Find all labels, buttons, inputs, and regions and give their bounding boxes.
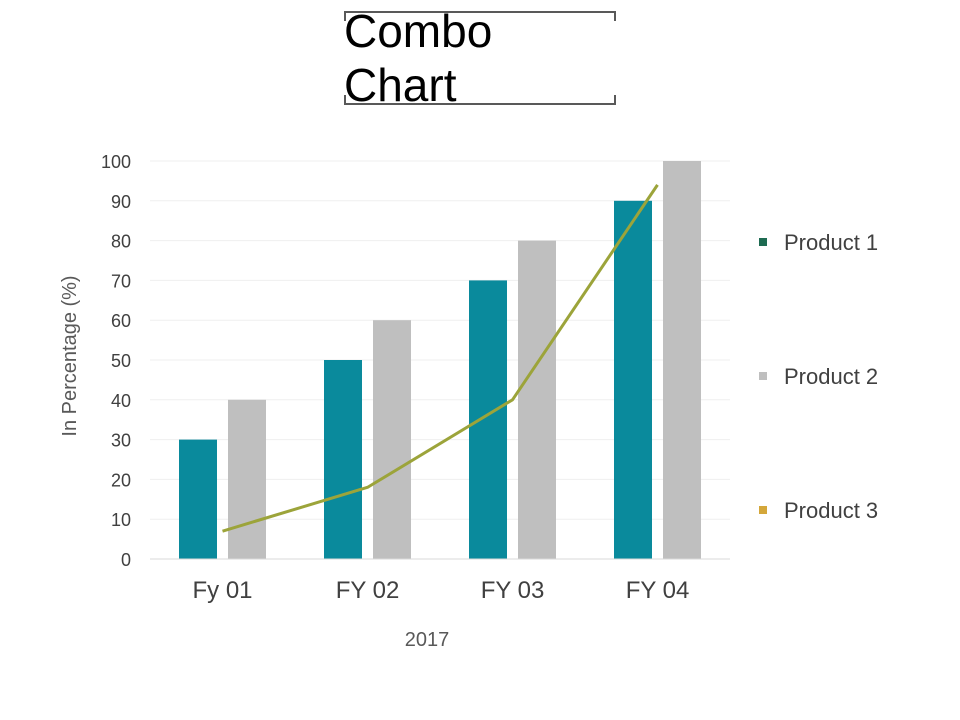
y-tick-label: 80 — [111, 232, 131, 252]
y-axis-label: In Percentage (%) — [59, 275, 81, 436]
y-tick-label: 70 — [111, 271, 131, 291]
bar — [663, 161, 701, 559]
bar — [324, 360, 362, 559]
legend-marker — [759, 372, 767, 380]
x-axis-ticks: Fy 01 FY 02 FY 03 FY 04 — [192, 577, 689, 604]
line-series — [222, 184, 659, 533]
title-bracket-top — [344, 11, 616, 21]
bar — [179, 439, 217, 559]
y-tick-label: 20 — [111, 470, 131, 490]
title-bracket-bottom — [344, 95, 616, 105]
bar — [469, 280, 507, 559]
legend-label: Product 1 — [784, 230, 878, 255]
y-tick-label: 40 — [111, 391, 131, 411]
legend-marker — [759, 238, 767, 246]
title-frame: Combo Chart — [344, 5, 616, 111]
line-product-3 — [222, 184, 659, 533]
legend-marker — [759, 506, 767, 514]
bar — [614, 200, 652, 560]
y-tick-label: 100 — [101, 152, 131, 172]
y-tick-label: 50 — [111, 351, 131, 371]
bar — [228, 399, 266, 559]
y-tick-label: 30 — [111, 431, 131, 451]
bars — [179, 161, 701, 560]
x-tick-label: FY 02 — [336, 577, 400, 604]
legend-label: Product 3 — [784, 498, 878, 523]
y-tick-label: 0 — [121, 550, 131, 570]
legend: Product 1 Product 2 Product 3 — [759, 230, 878, 523]
bar — [518, 240, 556, 559]
x-tick-label: Fy 01 — [192, 577, 252, 604]
y-tick-label: 60 — [111, 311, 131, 331]
legend-label: Product 2 — [784, 364, 878, 389]
chart-title: Combo Chart — [344, 5, 493, 111]
y-tick-label: 10 — [111, 510, 131, 530]
y-axis-ticks: 0 10 20 30 40 50 60 70 80 90 100 — [101, 152, 131, 570]
x-tick-label: FY 03 — [481, 577, 545, 604]
x-tick-label: FY 04 — [626, 577, 690, 604]
y-tick-label: 90 — [111, 192, 131, 212]
bar — [373, 320, 411, 559]
x-axis-label: 2017 — [405, 629, 450, 651]
